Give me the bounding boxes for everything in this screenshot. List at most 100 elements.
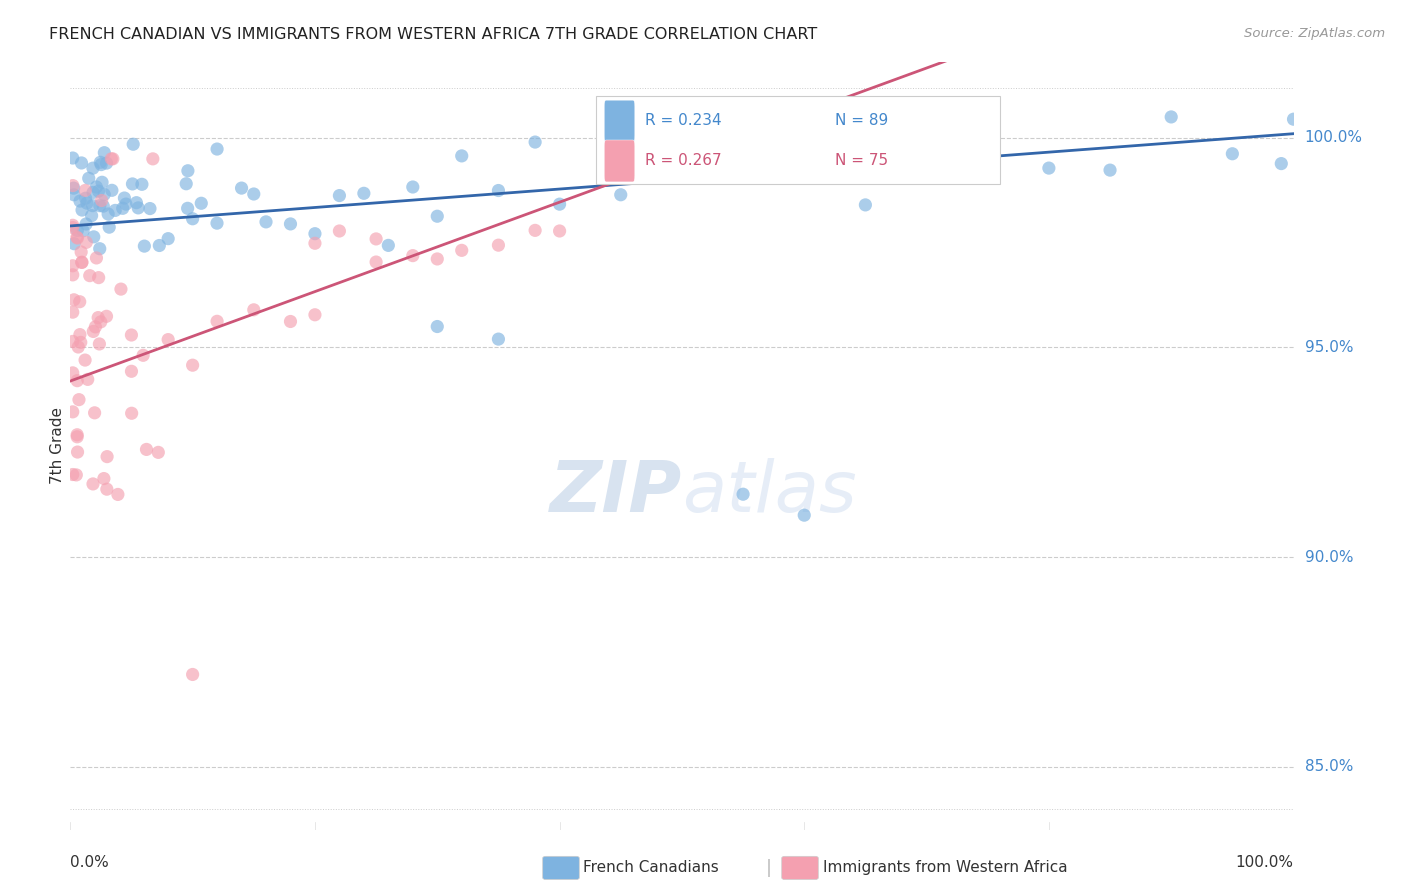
Point bbox=[548, 197, 571, 211]
Point bbox=[190, 196, 212, 211]
Text: 85.0%: 85.0% bbox=[1305, 759, 1353, 774]
Point bbox=[304, 227, 326, 241]
Point bbox=[148, 238, 170, 252]
Point bbox=[524, 135, 547, 149]
Point bbox=[793, 149, 815, 163]
Point bbox=[101, 183, 124, 197]
Text: N = 75: N = 75 bbox=[835, 153, 889, 169]
Point bbox=[205, 216, 228, 230]
Point bbox=[426, 319, 449, 334]
Point bbox=[488, 238, 510, 252]
Point bbox=[63, 293, 86, 307]
Point bbox=[79, 268, 101, 283]
Point bbox=[610, 187, 633, 202]
Text: N = 89: N = 89 bbox=[835, 112, 889, 128]
Text: FRENCH CANADIAN VS IMMIGRANTS FROM WESTERN AFRICA 7TH GRADE CORRELATION CHART: FRENCH CANADIAN VS IMMIGRANTS FROM WESTE… bbox=[49, 27, 817, 42]
Point bbox=[142, 152, 165, 166]
Point bbox=[104, 203, 127, 218]
Point bbox=[450, 149, 472, 163]
Point bbox=[75, 183, 97, 197]
Point bbox=[86, 180, 108, 194]
Point bbox=[243, 302, 266, 317]
Point bbox=[87, 270, 110, 285]
Point bbox=[110, 282, 132, 296]
FancyBboxPatch shape bbox=[596, 96, 1000, 184]
Point bbox=[450, 244, 472, 258]
Text: 100.0%: 100.0% bbox=[1305, 130, 1362, 145]
Point bbox=[1160, 110, 1182, 124]
Point bbox=[280, 217, 302, 231]
Point bbox=[280, 314, 302, 328]
Point bbox=[125, 195, 148, 210]
Point bbox=[62, 181, 84, 195]
Point bbox=[75, 235, 97, 250]
Point bbox=[96, 156, 118, 170]
Point bbox=[1282, 112, 1305, 127]
Point bbox=[976, 153, 998, 167]
Point bbox=[1220, 146, 1243, 161]
Point bbox=[304, 308, 326, 322]
Point bbox=[82, 325, 104, 339]
Point bbox=[304, 236, 326, 251]
Point bbox=[77, 171, 100, 186]
Point bbox=[793, 508, 815, 523]
Point bbox=[177, 163, 200, 178]
Point bbox=[139, 202, 162, 216]
Point bbox=[488, 184, 510, 198]
Point bbox=[100, 152, 122, 166]
Point bbox=[70, 255, 93, 269]
Text: ZIP: ZIP bbox=[550, 458, 682, 526]
Point bbox=[89, 242, 111, 256]
Point bbox=[66, 427, 89, 442]
Point bbox=[87, 184, 110, 198]
Point bbox=[70, 255, 93, 269]
Point bbox=[176, 202, 198, 216]
Point bbox=[66, 231, 89, 245]
Point bbox=[120, 328, 142, 343]
Point bbox=[84, 319, 107, 334]
Point bbox=[67, 340, 90, 354]
Text: R = 0.234: R = 0.234 bbox=[645, 112, 721, 128]
Point bbox=[231, 181, 253, 195]
Point bbox=[75, 217, 97, 231]
Point bbox=[402, 249, 425, 263]
Point bbox=[115, 197, 138, 211]
Point bbox=[86, 251, 108, 265]
Text: Source: ZipAtlas.com: Source: ZipAtlas.com bbox=[1244, 27, 1385, 40]
Point bbox=[89, 199, 111, 213]
Point bbox=[69, 335, 91, 350]
Point bbox=[174, 177, 197, 191]
Point bbox=[96, 482, 118, 496]
Point bbox=[181, 667, 204, 681]
Point bbox=[62, 366, 84, 380]
Point bbox=[97, 207, 120, 221]
Point bbox=[107, 487, 129, 501]
Point bbox=[915, 152, 938, 166]
Point bbox=[98, 220, 121, 235]
Point bbox=[132, 348, 155, 362]
Point bbox=[135, 442, 157, 457]
Point bbox=[62, 334, 84, 349]
Point bbox=[548, 224, 571, 238]
Point bbox=[91, 199, 114, 213]
Point bbox=[63, 236, 86, 251]
Point bbox=[101, 152, 124, 166]
Point bbox=[524, 223, 547, 237]
Point bbox=[93, 472, 115, 486]
Point bbox=[72, 224, 94, 238]
Point bbox=[82, 477, 104, 491]
Point bbox=[69, 194, 91, 208]
Point bbox=[96, 450, 118, 464]
Point bbox=[83, 230, 105, 244]
Point bbox=[111, 202, 134, 216]
Point bbox=[62, 151, 84, 165]
Point bbox=[83, 406, 105, 420]
Text: 100.0%: 100.0% bbox=[1236, 855, 1294, 870]
Point bbox=[66, 223, 89, 237]
Point bbox=[66, 230, 89, 244]
Text: |: | bbox=[766, 859, 772, 877]
Point bbox=[82, 186, 104, 200]
Point bbox=[93, 145, 115, 160]
Y-axis label: 7th Grade: 7th Grade bbox=[49, 408, 65, 484]
Text: French Canadians: French Canadians bbox=[583, 861, 720, 875]
